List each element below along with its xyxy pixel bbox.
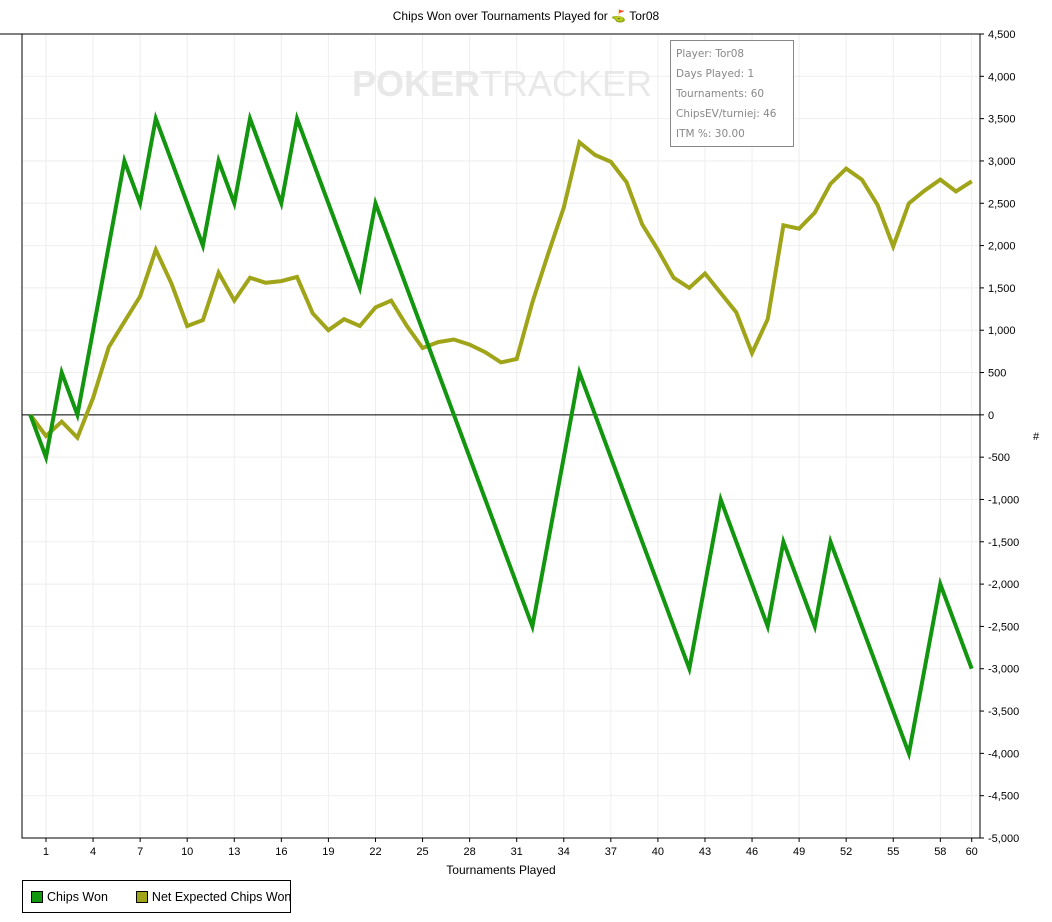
y-tick-label: 2,000 — [988, 241, 1016, 253]
x-tick-label: 34 — [558, 846, 570, 858]
x-tick-label: 10 — [181, 846, 193, 858]
y-tick-label: -4,000 — [988, 748, 1019, 760]
x-tick-label: 40 — [652, 846, 664, 858]
x-tick-label: 46 — [746, 846, 758, 858]
x-tick-label: 37 — [605, 846, 617, 858]
x-tick-label: 58 — [934, 846, 946, 858]
y-tick-label: 3,000 — [988, 156, 1016, 168]
x-axis-label: Tournaments Played — [446, 863, 555, 877]
y-axis-label: # — [1033, 431, 1040, 443]
series-line-net-expected-chips-won — [28, 138, 973, 442]
player-flag-icon: ⛳ — [611, 9, 627, 23]
legend: Chips Won Net Expected Chips Won — [22, 880, 291, 913]
tooltip-tournaments: Tournaments: 60 — [676, 88, 765, 100]
y-tick-label: 0 — [988, 410, 994, 422]
x-tick-label: 7 — [137, 846, 143, 858]
x-tick-label: 43 — [699, 846, 711, 858]
y-tick-label: 1,000 — [988, 325, 1016, 337]
y-tick-label: 2,500 — [988, 198, 1016, 210]
x-tick-label: 1 — [43, 846, 49, 858]
legend-item-chips-won[interactable]: Chips Won — [31, 890, 108, 904]
tooltip-chipsev: ChipsEV/turniej: 46 — [676, 108, 777, 120]
y-tick-label: -3,500 — [988, 706, 1019, 718]
legend-swatch — [135, 890, 148, 903]
y-tick-label: -3,000 — [988, 664, 1019, 676]
x-tick-label: 31 — [511, 846, 523, 858]
x-tick-label: 22 — [369, 846, 381, 858]
poker-tracker-watermark: POKERTRACKER — [352, 63, 653, 104]
y-tick-label: -2,500 — [988, 621, 1019, 633]
y-tick-label: -500 — [988, 452, 1010, 464]
y-tick-label: -1,000 — [988, 494, 1019, 506]
player-stats-tooltip: Player: Tor08 Days Played: 1 Tournaments… — [670, 40, 794, 147]
x-tick-label: 49 — [793, 846, 805, 858]
plot-frame — [21, 33, 981, 839]
y-tick-label: -2,000 — [988, 579, 1019, 591]
x-tick-label: 25 — [416, 846, 428, 858]
y-tick-label: -1,500 — [988, 537, 1019, 549]
x-tick-label: 52 — [840, 846, 852, 858]
series-line-chips-won — [28, 111, 974, 761]
x-tick-label: 60 — [966, 846, 978, 858]
chart-title: Chips Won over Tournaments Played for ⛳ … — [392, 9, 660, 23]
legend-item-net-expected[interactable]: Net Expected Chips Won — [135, 890, 291, 904]
x-tick-label: 13 — [228, 846, 240, 858]
tooltip-player: Player: Tor08 — [676, 48, 745, 60]
y-tick-label: 500 — [988, 368, 1006, 380]
x-tick-label: 16 — [275, 846, 287, 858]
tooltip-itm: ITM %: 30.00 — [676, 128, 745, 140]
tooltip-days: Days Played: 1 — [676, 68, 755, 80]
y-tick-label: 1,500 — [988, 283, 1016, 295]
y-tick-label: 3,500 — [988, 114, 1016, 126]
x-tick-label: 19 — [322, 846, 334, 858]
y-tick-label: -5,000 — [988, 833, 1019, 845]
x-tick-label: 28 — [463, 846, 475, 858]
x-tick-label: 4 — [90, 846, 96, 858]
y-tick-label: 4,500 — [988, 29, 1016, 41]
y-tick-label: -4,500 — [988, 791, 1019, 803]
legend-swatch — [31, 890, 43, 903]
x-tick-label: 55 — [887, 846, 899, 858]
y-tick-label: 4,000 — [988, 71, 1016, 83]
